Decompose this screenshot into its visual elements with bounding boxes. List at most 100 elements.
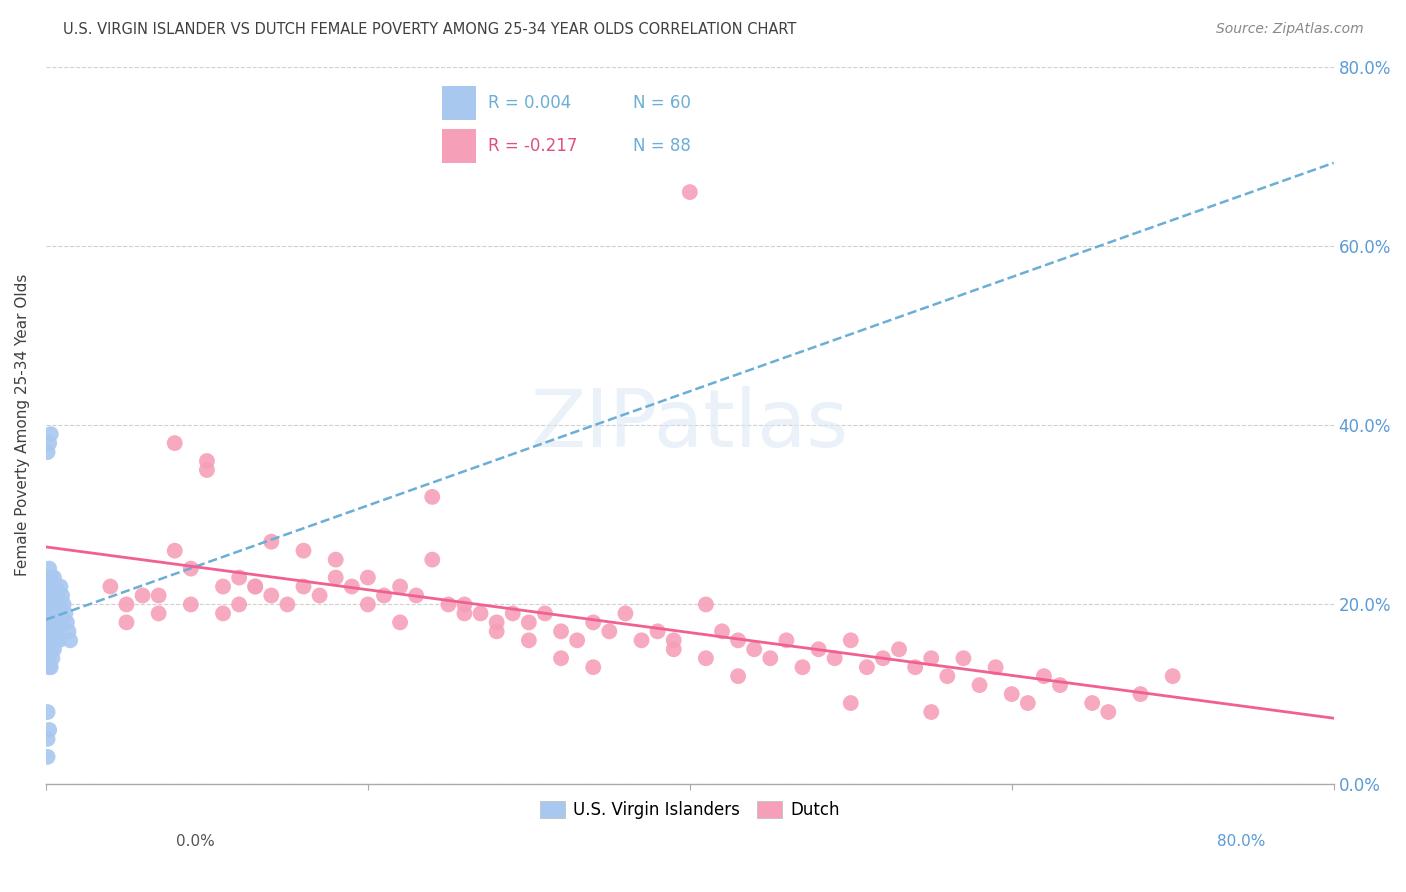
Point: [340, 580, 363, 594]
Point: [308, 589, 330, 603]
Point: [517, 633, 540, 648]
Point: [45, 598, 67, 612]
Point: [453, 607, 475, 621]
Point: [260, 534, 283, 549]
Point: [887, 642, 910, 657]
Point: [163, 543, 186, 558]
Point: [775, 633, 797, 648]
Point: [38, 723, 60, 737]
Point: [534, 607, 557, 621]
Point: [53, 607, 76, 621]
Point: [614, 607, 637, 621]
Point: [856, 660, 879, 674]
Point: [325, 570, 347, 584]
Point: [48, 615, 70, 630]
Point: [984, 660, 1007, 674]
Point: [1001, 687, 1024, 701]
Point: [260, 589, 283, 603]
Point: [42, 624, 65, 639]
Point: [292, 543, 315, 558]
Point: [550, 624, 572, 639]
Point: [212, 607, 235, 621]
Point: [39, 615, 62, 630]
Point: [420, 552, 443, 566]
Text: ZIPatlas: ZIPatlas: [530, 386, 849, 464]
Point: [276, 598, 298, 612]
Point: [485, 624, 508, 639]
Point: [46, 624, 69, 639]
Point: [389, 615, 412, 630]
Point: [38, 642, 60, 657]
Point: [824, 651, 846, 665]
Point: [37, 642, 59, 657]
Point: [59, 633, 82, 648]
Point: [37, 749, 59, 764]
Point: [148, 607, 170, 621]
Point: [42, 570, 65, 584]
Point: [389, 580, 412, 594]
Point: [37, 580, 59, 594]
Point: [39, 570, 62, 584]
Point: [470, 607, 492, 621]
Point: [662, 642, 685, 657]
Point: [98, 580, 121, 594]
Point: [212, 580, 235, 594]
Point: [517, 615, 540, 630]
Point: [58, 624, 80, 639]
Point: [936, 669, 959, 683]
Point: [727, 669, 749, 683]
Text: U.S. VIRGIN ISLANDER VS DUTCH FEMALE POVERTY AMONG 25-34 YEAR OLDS CORRELATION C: U.S. VIRGIN ISLANDER VS DUTCH FEMALE POV…: [63, 22, 797, 37]
Point: [839, 696, 862, 710]
Point: [48, 633, 70, 648]
Point: [180, 598, 202, 612]
Point: [228, 598, 250, 612]
Point: [453, 598, 475, 612]
Point: [56, 615, 79, 630]
Point: [920, 651, 942, 665]
Legend: U.S. Virgin Islanders, Dutch: U.S. Virgin Islanders, Dutch: [533, 794, 846, 826]
Point: [51, 615, 73, 630]
Point: [598, 624, 620, 639]
Text: Source: ZipAtlas.com: Source: ZipAtlas.com: [1216, 22, 1364, 37]
Point: [42, 607, 65, 621]
Point: [42, 642, 65, 657]
Point: [485, 615, 508, 630]
Point: [37, 445, 59, 459]
Point: [228, 570, 250, 584]
Point: [49, 607, 72, 621]
Point: [38, 580, 60, 594]
Point: [37, 731, 59, 746]
Point: [1097, 705, 1119, 719]
Point: [325, 552, 347, 566]
Point: [630, 633, 652, 648]
Point: [502, 607, 524, 621]
Point: [695, 598, 717, 612]
Point: [711, 624, 734, 639]
Point: [759, 651, 782, 665]
Point: [373, 589, 395, 603]
Point: [49, 580, 72, 594]
Point: [357, 598, 380, 612]
Point: [52, 598, 75, 612]
Point: [695, 651, 717, 665]
Point: [647, 624, 669, 639]
Point: [115, 615, 138, 630]
Point: [582, 615, 605, 630]
Point: [38, 436, 60, 450]
Point: [1017, 696, 1039, 710]
Point: [46, 607, 69, 621]
Point: [679, 185, 702, 199]
Point: [920, 705, 942, 719]
Point: [420, 490, 443, 504]
Point: [1129, 687, 1152, 701]
Point: [38, 598, 60, 612]
Point: [39, 589, 62, 603]
Point: [46, 589, 69, 603]
Point: [195, 463, 218, 477]
Point: [582, 660, 605, 674]
Point: [437, 598, 460, 612]
Point: [807, 642, 830, 657]
Point: [292, 580, 315, 594]
Point: [742, 642, 765, 657]
Point: [792, 660, 814, 674]
